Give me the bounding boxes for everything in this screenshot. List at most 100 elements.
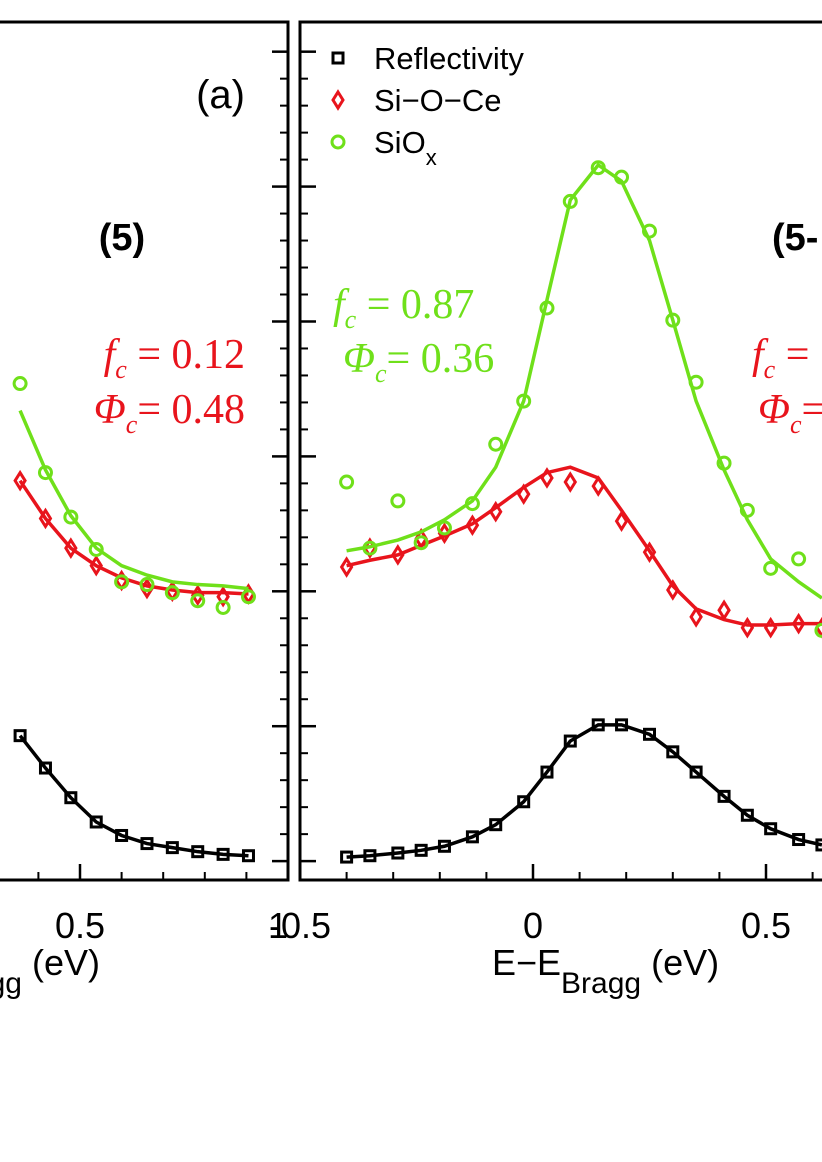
annotation: fc = 0.87: [333, 282, 474, 334]
legend-name-sub: x: [426, 145, 437, 170]
marker: [391, 846, 405, 860]
legend-marker: [331, 51, 345, 65]
sample-label: (5-: [772, 217, 818, 259]
legend-marker: [330, 134, 346, 150]
marker: [115, 828, 129, 842]
marker: [12, 376, 28, 392]
marker: [241, 849, 255, 863]
marker: [615, 718, 629, 732]
fit-line: [18, 409, 249, 591]
annotation-sub: c: [126, 410, 138, 439]
marker: [591, 475, 606, 497]
marker: [140, 577, 154, 600]
legend-label: Reflectivity: [374, 41, 524, 76]
marker: [739, 502, 755, 518]
marker: [391, 544, 405, 566]
marker: [688, 374, 704, 390]
annotation-text: = 0.12: [127, 332, 245, 378]
marker: [88, 541, 104, 557]
x-tick-label: -0.5: [269, 905, 331, 946]
legend-name: Si−O−Ce: [374, 83, 502, 118]
annotation-text: = 0.36: [387, 336, 495, 382]
x-axis-label: E−EBragg (eV): [0, 942, 100, 1000]
marker: [340, 850, 354, 864]
marker: [665, 312, 681, 328]
marker: [763, 616, 778, 639]
marker: [164, 585, 180, 601]
marker: [437, 839, 451, 853]
annotation: Φc=: [758, 387, 822, 439]
marker: [791, 612, 806, 635]
marker: [216, 585, 230, 608]
marker: [717, 599, 731, 622]
axes-frame: [0, 20, 290, 882]
marker: [191, 845, 205, 859]
legend-label: SiOx: [374, 125, 437, 170]
marker: [240, 589, 256, 605]
annotation-symbol: Φ: [758, 387, 790, 433]
fit-line: [346, 723, 822, 859]
annotation-symbol: Φ: [94, 387, 126, 433]
fit-line: [346, 162, 822, 600]
fit-line: [18, 734, 249, 858]
marker: [643, 727, 656, 741]
marker: [465, 514, 480, 537]
marker: [89, 815, 103, 829]
marker: [390, 493, 406, 509]
series-group: [12, 376, 256, 863]
x-tick-label: 0: [523, 905, 543, 946]
annotation: fc = 0.12: [104, 332, 245, 384]
marker: [114, 574, 130, 590]
marker: [465, 830, 479, 844]
marker: [740, 808, 754, 822]
x-axis-label-unit: (eV): [641, 942, 719, 983]
marker: [140, 837, 154, 851]
x-axis-label-sub: Bragg: [561, 967, 641, 1000]
marker: [413, 535, 429, 551]
x-axis-label-main: E−E: [492, 942, 561, 983]
fit-line: [18, 479, 249, 596]
marker: [689, 606, 703, 628]
annotation-text: =: [802, 387, 822, 433]
annotation-text: = 0.87: [356, 282, 474, 328]
annotation-sub: c: [790, 410, 802, 439]
annotation: fc =: [752, 332, 809, 384]
marker: [339, 474, 355, 490]
legend-label: Si−O−Ce: [374, 83, 502, 118]
marker: [540, 765, 554, 779]
annotation: Φc= 0.36: [343, 336, 494, 388]
marker: [13, 729, 27, 743]
marker: [716, 455, 732, 471]
annotation-symbol: Φ: [343, 336, 375, 382]
marker: [764, 822, 778, 836]
marker: [464, 496, 480, 512]
marker: [13, 469, 27, 492]
annotation-sub: c: [764, 355, 776, 384]
marker: [489, 818, 503, 832]
x-axis-label-sub: Bragg: [0, 967, 22, 1000]
marker: [139, 577, 155, 593]
marker: [717, 789, 731, 803]
axes-frame: [298, 20, 822, 882]
marker: [190, 584, 205, 607]
marker: [436, 520, 452, 536]
marker: [562, 193, 578, 209]
marker: [689, 765, 703, 779]
legend-name: Reflectivity: [374, 41, 524, 76]
annotation-sub: c: [345, 305, 357, 334]
marker: [488, 500, 503, 523]
marker: [666, 579, 680, 601]
marker: [539, 300, 555, 316]
marker: [563, 734, 577, 748]
marker: [215, 599, 231, 615]
marker: [614, 510, 629, 532]
x-tick-label: 0.5: [741, 905, 791, 946]
marker: [791, 551, 807, 567]
marker: [190, 593, 206, 609]
marker: [740, 616, 755, 639]
marker: [37, 465, 53, 481]
panel-label: (a): [196, 73, 245, 117]
legend-name: SiO: [374, 125, 426, 160]
